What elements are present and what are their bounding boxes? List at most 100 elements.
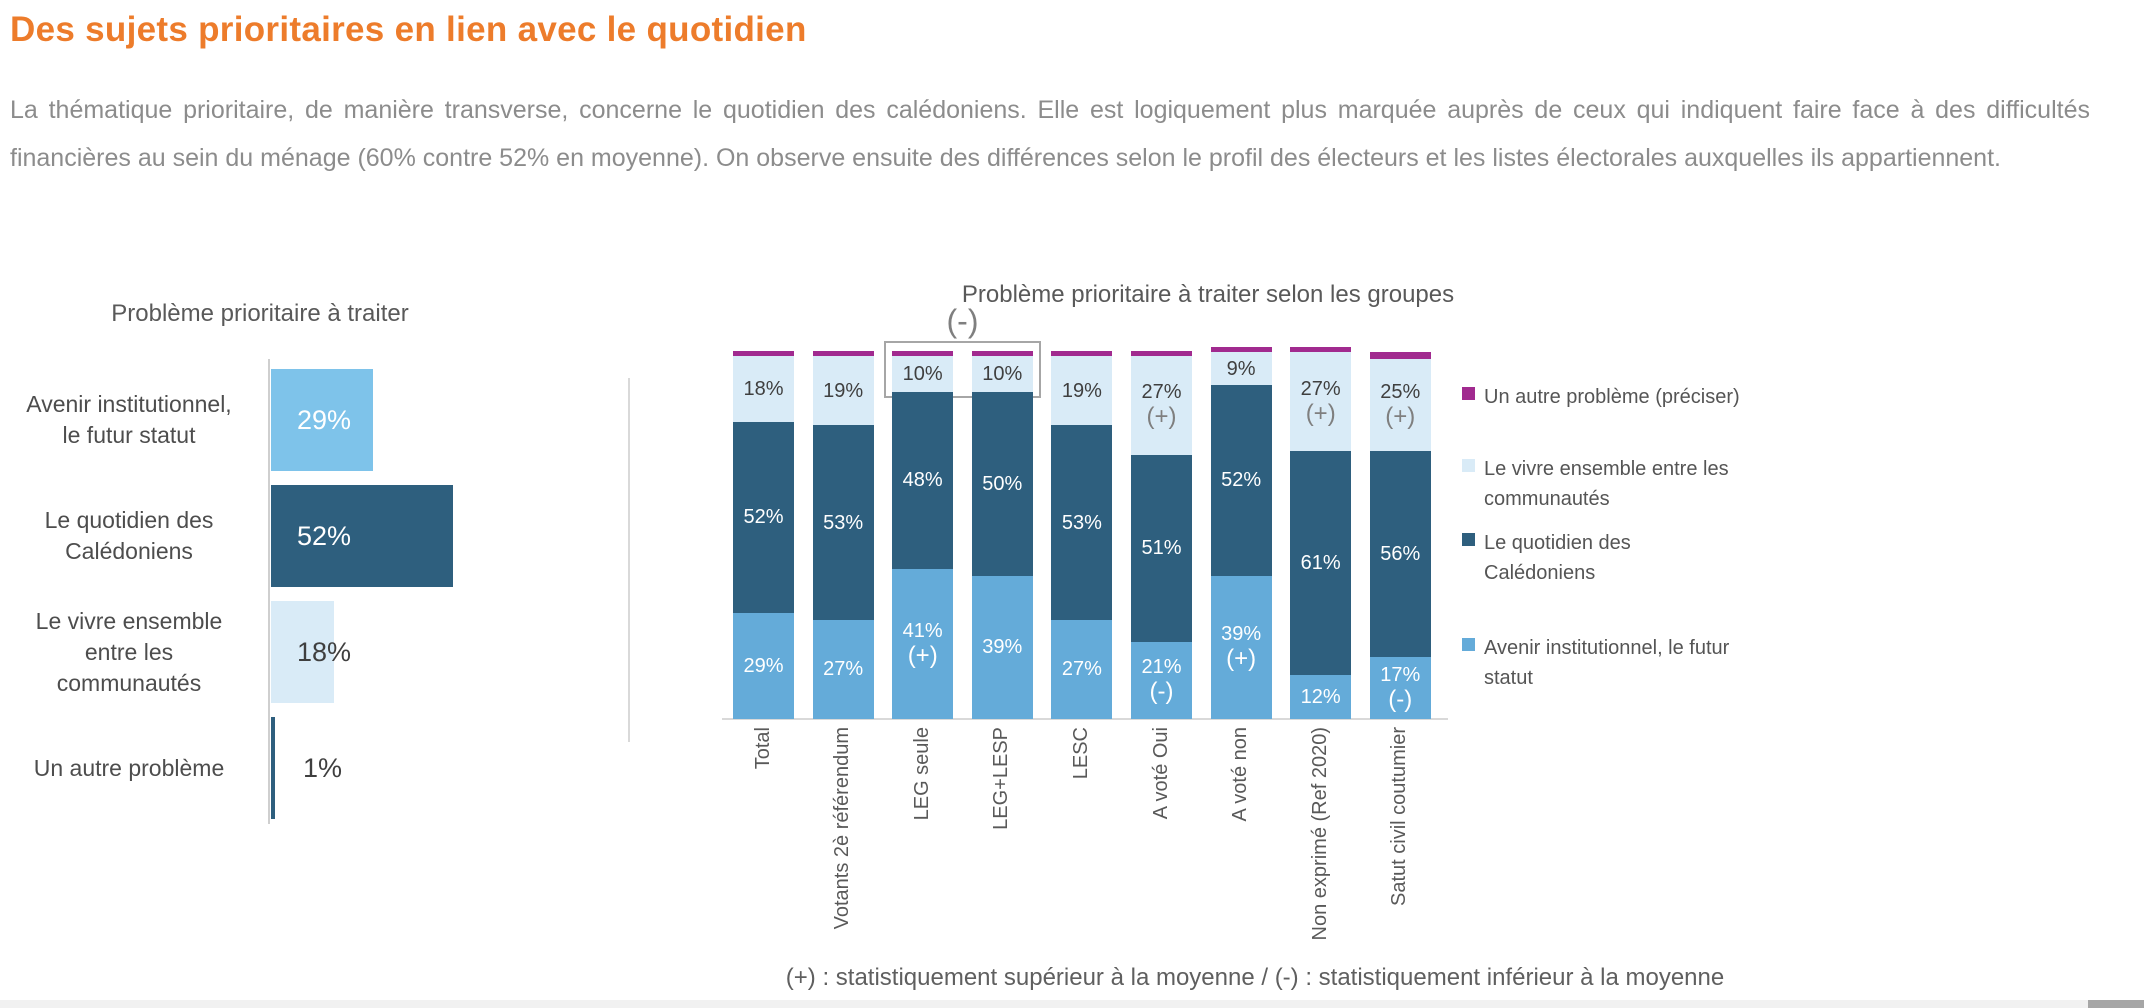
bar-segment: 39% (+) bbox=[1210, 575, 1272, 719]
bar-segment: 21% (-) bbox=[1131, 641, 1192, 719]
bar-segment: 27% bbox=[812, 619, 874, 719]
bar-segment bbox=[1369, 352, 1431, 360]
intro-paragraph: La thématique prioritaire, de manière tr… bbox=[10, 96, 2090, 172]
x-axis-label: Satut civil coutumier bbox=[1388, 727, 1411, 906]
category-label: Le quotidien des Calédoniens bbox=[44, 507, 214, 564]
segment-value-label: 27% bbox=[1141, 381, 1182, 404]
segment-value-label: 41% bbox=[902, 619, 943, 642]
right-chart-title: Problème prioritaire à traiter selon les… bbox=[961, 281, 1455, 308]
segment-value-label: 19% bbox=[823, 379, 864, 402]
bar-segment: 48% bbox=[892, 392, 954, 569]
bar-segment: 53% bbox=[812, 425, 874, 620]
segment-value-label: 27% bbox=[823, 658, 864, 681]
x-axis-label: LEG+LESP bbox=[990, 727, 1013, 830]
bar-segment: 17% (-) bbox=[1369, 656, 1431, 719]
bar-segment: 41% (+) bbox=[892, 568, 954, 719]
bar-segment: 19% bbox=[1051, 355, 1113, 426]
bar bbox=[271, 485, 453, 587]
segment-value-label: 9% bbox=[1226, 357, 1256, 380]
segment-value-label: 56% bbox=[1380, 542, 1421, 565]
significance-sign: (-) bbox=[1149, 678, 1174, 706]
bar-segment bbox=[1131, 350, 1192, 356]
segment-value-label: 19% bbox=[1061, 379, 1102, 402]
segment-value-label: 61% bbox=[1300, 552, 1341, 574]
category-label: Le vivre ensemble entre les communautés bbox=[35, 607, 223, 696]
bar-segment bbox=[1210, 347, 1272, 352]
bar-segment bbox=[733, 350, 794, 356]
segment-value-label: 10% bbox=[982, 363, 1023, 385]
significance-sign: (+) bbox=[1226, 645, 1257, 673]
bar-segment: 50% bbox=[971, 392, 1033, 576]
bottom-scrollbar-track bbox=[0, 1000, 2144, 1008]
bar-segment: 18% bbox=[733, 355, 794, 422]
bar-segment: 52% bbox=[1210, 385, 1272, 576]
segment-value-label: 27% bbox=[1061, 658, 1102, 681]
significance-sign: (+) bbox=[1305, 399, 1336, 427]
segment-value-label: 18% bbox=[743, 377, 784, 400]
bar bbox=[271, 369, 373, 471]
x-axis-label: LESC bbox=[1069, 727, 1092, 780]
segment-value-label: 50% bbox=[982, 473, 1023, 496]
bar-segment: 39% bbox=[971, 575, 1033, 719]
bar-value-label: 29% bbox=[297, 405, 352, 435]
segment-value-label: 29% bbox=[743, 654, 784, 677]
bar-segment: 56% bbox=[1369, 451, 1431, 657]
bar-segment: 10% bbox=[971, 355, 1033, 393]
x-axis-label: A voté Oui bbox=[1149, 727, 1172, 820]
bar-segment: 27% (+) bbox=[1131, 355, 1192, 455]
x-axis-label: Total bbox=[751, 727, 774, 770]
right-chart-baseline bbox=[722, 718, 1448, 720]
legend-swatch bbox=[1462, 459, 1475, 472]
segment-value-label: 27% bbox=[1300, 377, 1341, 400]
left-chart-title: Problème prioritaire à traiter bbox=[111, 300, 409, 327]
significance-sign: (+) bbox=[907, 641, 938, 669]
bar-segment: 10% bbox=[892, 355, 954, 393]
bar-segment: 9% bbox=[1210, 352, 1272, 386]
segment-value-label: 39% bbox=[982, 636, 1023, 659]
bar-segment: 29% bbox=[733, 612, 794, 719]
bar-value-label: 18% bbox=[297, 637, 352, 667]
legend-swatch bbox=[1462, 387, 1475, 400]
x-axis-label: Non exprimé (Ref 2020) bbox=[1308, 727, 1331, 941]
bottom-scrollbar-thumb[interactable] bbox=[2088, 1000, 2144, 1008]
footnote: (+) : statistiquement supérieur à la moy… bbox=[785, 964, 1725, 991]
annotation-minus-label: (-) bbox=[946, 303, 979, 339]
segment-value-label: 12% bbox=[1300, 685, 1341, 708]
segment-value-label: 48% bbox=[902, 469, 943, 492]
charts-divider-line bbox=[628, 378, 630, 742]
legend-label: Un autre problème (préciser) bbox=[1484, 386, 1740, 408]
legend-label: Avenir institutionnel, le futur statut bbox=[1484, 637, 1730, 689]
category-label: Avenir institutionnel, le futur statut bbox=[26, 391, 232, 448]
significance-sign: (-) bbox=[1388, 685, 1413, 713]
legend-label: Le quotidien des Calédoniens bbox=[1484, 532, 1631, 584]
x-axis-label: Votants 2è référendum bbox=[831, 727, 854, 930]
legend-label: Le vivre ensemble entre les communautés bbox=[1484, 458, 1729, 510]
segment-value-label: 10% bbox=[902, 363, 943, 385]
legend-swatch bbox=[1462, 533, 1475, 546]
segment-value-label: 52% bbox=[743, 506, 784, 529]
segment-value-label: 25% bbox=[1380, 381, 1421, 404]
segment-value-label: 51% bbox=[1141, 537, 1182, 560]
x-axis-label: A voté non bbox=[1229, 727, 1252, 822]
segment-value-label: 39% bbox=[1221, 623, 1262, 646]
bar-segment: 27% bbox=[1051, 619, 1113, 719]
bar-segment: 25% (+) bbox=[1369, 359, 1431, 452]
bar-segment bbox=[1051, 350, 1113, 356]
segment-value-label: 52% bbox=[1221, 469, 1262, 492]
page-title: Des sujets prioritaires en lien avec le … bbox=[10, 10, 807, 49]
bar-segment: 61% bbox=[1290, 451, 1352, 675]
bar-segment: 12% bbox=[1290, 674, 1352, 719]
bar-segment bbox=[1290, 347, 1352, 352]
segment-value-label: 53% bbox=[1061, 511, 1102, 534]
bar-value-label: 1% bbox=[303, 753, 343, 783]
bar bbox=[271, 717, 275, 819]
bar bbox=[271, 601, 334, 703]
x-axis-label: LEG seule bbox=[910, 727, 933, 821]
segment-value-label: 21% bbox=[1141, 656, 1182, 679]
bar-segment: 53% bbox=[1051, 425, 1113, 620]
legend-swatch bbox=[1462, 638, 1475, 651]
bar-segment: 27% (+) bbox=[1290, 352, 1352, 452]
bar-segment: 19% bbox=[812, 355, 874, 426]
bar-segment bbox=[812, 350, 874, 356]
left-chart-axis-line bbox=[268, 359, 270, 824]
